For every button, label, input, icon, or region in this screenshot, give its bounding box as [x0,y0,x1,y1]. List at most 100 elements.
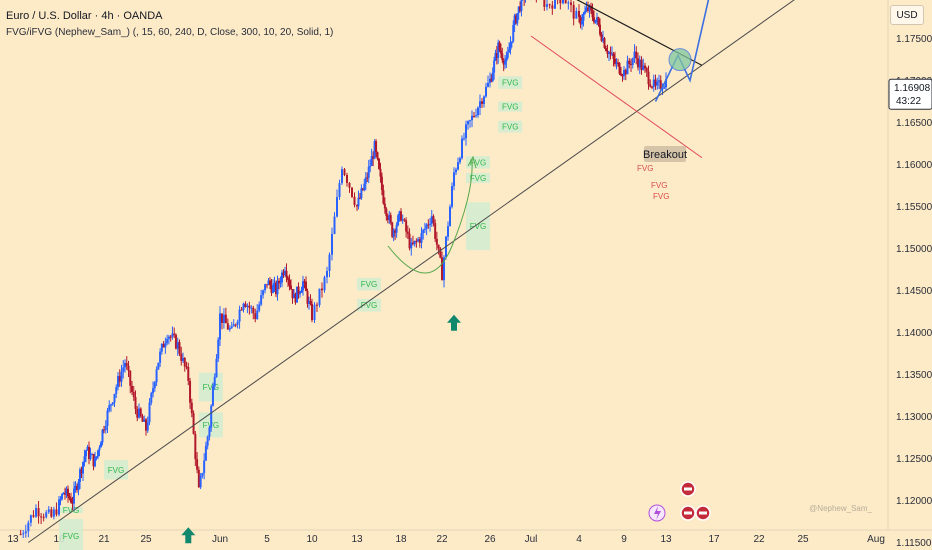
candle-body [551,5,554,9]
candle-body [593,17,595,23]
candle-body [110,404,112,406]
candle-body [219,313,221,340]
fvg-zone [498,76,523,89]
candle-body [273,282,276,286]
time-tick-label: 13 [351,534,363,545]
candle-body [160,343,163,352]
candle-body [423,228,426,230]
candle-body [215,358,218,378]
candle-body [173,333,176,335]
last-price-badge [888,78,932,110]
candle-body [88,446,90,459]
last-price-value: 1.16908 [894,83,931,94]
price-tick-label: 1.13500 [896,370,932,381]
candle-body [246,305,249,307]
candle-body [67,488,69,497]
candle-body [58,499,60,515]
candle-body [199,475,202,488]
candle-body [397,215,400,226]
candle-body [519,6,522,11]
candle-body [372,156,375,159]
ascending-trendline [28,0,795,543]
candle-body [647,71,650,85]
candle-body [52,509,55,517]
candle-body [513,15,516,26]
candle-body [587,7,589,11]
candle-body [61,494,63,500]
candle-body [658,80,660,82]
indicator-legend[interactable]: FVG/iFVG (Nephew_Sam_) (, 15, 60, 240, D… [6,27,334,38]
candle-body [501,53,504,61]
candle-body [398,211,401,216]
time-tick-label: 22 [436,534,448,545]
price-tick-label: 1.18000 [896,0,932,3]
candle-body [85,450,87,457]
candle-body [162,343,165,348]
candle-body [449,206,451,227]
candle-body [441,257,443,281]
candle-body [611,53,613,55]
candle-body [602,38,604,41]
fvg-zone [466,172,490,183]
candle-body [45,512,48,518]
candle-body [282,272,285,275]
candle-body [94,458,96,467]
currency-button[interactable]: USD [890,5,924,25]
candle-body [559,0,562,4]
candle-body [353,196,356,205]
candle-body [623,69,625,76]
candle-body [638,59,641,68]
candle-body [308,301,310,304]
candle-body [584,11,586,14]
candle-body [222,314,225,323]
time-tick-label: 9 [621,534,627,545]
candle-body [291,289,294,299]
candle-body [637,58,639,68]
candle-body [370,156,373,166]
candle-body [434,223,437,239]
candle-body [469,120,471,122]
candle-body [579,16,582,25]
candle-body [97,450,99,457]
candle-body [575,11,578,19]
candle-body [612,53,615,59]
ifvg-label: FVG [653,192,669,201]
candle-body [661,88,664,90]
candle-body [498,42,501,51]
candle-body [356,204,358,207]
candle-body [600,34,603,41]
candle-body [585,7,588,12]
symbol-title[interactable]: Euro / U.S. Dollar · 4h · OANDA [6,10,163,22]
candle-body [42,516,45,518]
candle-body [27,522,30,532]
candle-body [378,158,380,169]
candle-body [178,342,181,354]
candle-body [656,81,659,86]
candle-body [240,309,243,311]
candle-body [400,211,402,221]
candle-body [32,515,35,517]
candle-body [83,456,86,463]
candle-body [410,242,413,249]
fvg-zone [498,101,523,112]
candle-body [483,96,485,104]
candle-body [481,101,483,104]
time-tick-label: 18 [395,534,407,545]
candle-body [439,248,442,258]
candle-body [487,82,489,87]
time-tick-label: 4 [576,534,582,545]
candle-body [360,188,363,199]
candle-body [276,280,279,295]
candle-body [297,286,300,295]
candle-body [190,402,193,414]
candle-body [167,336,170,339]
candle-body [628,60,631,64]
candle-body [164,343,167,348]
candle-body [68,496,71,499]
time-tick-label: 25 [140,534,152,545]
candle-body [367,166,370,178]
candle-body [103,429,105,431]
candle-body [206,436,209,446]
candle-body [608,52,610,54]
